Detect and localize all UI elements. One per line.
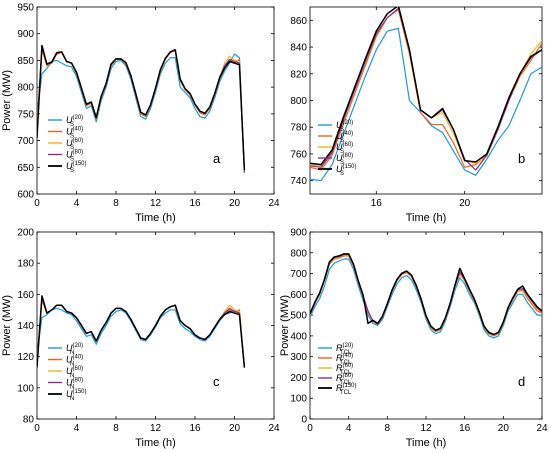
x-tick-label: 0 xyxy=(307,423,313,434)
y-tick-label: 700 xyxy=(290,269,307,280)
x-tick-label: 16 xyxy=(371,198,383,209)
legend-label: R(60) TCL xyxy=(336,363,353,376)
x-tick-label: 24 xyxy=(268,423,280,434)
y-tick-label: 180 xyxy=(17,259,34,270)
x-axis-label: Time (h) xyxy=(135,437,176,449)
legend-label: R(40) TCL xyxy=(336,353,353,366)
series-line-s150 xyxy=(37,44,246,170)
legend-label: R(80) TCL xyxy=(336,373,353,386)
x-tick-label: 4 xyxy=(346,423,352,434)
x-tick-label: 0 xyxy=(34,423,40,434)
panel-letter: a xyxy=(213,151,221,166)
x-tick-label: 20 xyxy=(498,423,510,434)
y-tick-label: 160 xyxy=(17,290,34,301)
series-line-s150 xyxy=(37,295,246,368)
x-tick-label: 8 xyxy=(113,423,119,434)
y-tick-label: 300 xyxy=(290,352,307,363)
x-tick-label: 24 xyxy=(268,198,280,209)
x-tick-label: 0 xyxy=(34,198,40,209)
x-tick-label: 8 xyxy=(113,198,119,209)
legend-label: R(20) TCL xyxy=(336,343,353,356)
y-tick-label: 800 xyxy=(17,83,34,94)
y-tick-label: 740 xyxy=(290,176,307,187)
y-tick-label: 860 xyxy=(290,16,307,27)
y-tick-label: 600 xyxy=(290,290,307,301)
y-tick-label: 850 xyxy=(17,56,34,67)
y-tick-label: 820 xyxy=(290,69,307,80)
y-tick-label: 950 xyxy=(17,3,34,14)
x-axis-label: Time (h) xyxy=(135,212,176,224)
y-tick-label: 120 xyxy=(17,352,34,363)
y-tick-label: 800 xyxy=(290,248,307,259)
y-tick-label: 0 xyxy=(301,415,307,426)
x-tick-label: 12 xyxy=(420,423,432,434)
x-tick-label: 8 xyxy=(385,423,391,434)
x-tick-label: 16 xyxy=(189,423,201,434)
panel-letter: c xyxy=(213,374,220,389)
series-line-s150 xyxy=(310,7,542,166)
y-tick-label: 600 xyxy=(17,190,34,201)
series-line-s150 xyxy=(310,253,542,336)
y-tick-label: 700 xyxy=(17,136,34,147)
x-tick-label: 20 xyxy=(229,423,241,434)
y-tick-label: 140 xyxy=(17,321,34,332)
series-line-s20 xyxy=(37,307,245,365)
y-tick-label: 100 xyxy=(290,394,307,405)
y-axis-label: Power (MW) xyxy=(279,295,291,356)
x-axis-label: Time (h) xyxy=(406,212,447,224)
x-tick-label: 20 xyxy=(229,198,241,209)
y-tick-label: 900 xyxy=(290,228,307,239)
series-line-s60 xyxy=(310,254,542,336)
y-tick-label: 80 xyxy=(23,415,35,426)
x-tick-label: 4 xyxy=(74,198,80,209)
y-axis-label: Power (MW) xyxy=(1,295,13,356)
x-tick-label: 12 xyxy=(150,423,162,434)
x-tick-label: 24 xyxy=(536,423,548,434)
series-line-s40 xyxy=(310,255,542,337)
y-tick-label: 200 xyxy=(290,373,307,384)
y-tick-label: 400 xyxy=(290,331,307,342)
x-tick-label: 12 xyxy=(150,198,162,209)
y-tick-label: 500 xyxy=(290,311,307,322)
y-tick-label: 840 xyxy=(290,43,307,54)
legend-label: U(150) S xyxy=(336,164,357,177)
panel-letter: d xyxy=(518,374,525,389)
y-tick-label: 200 xyxy=(17,228,34,239)
y-tick-label: 780 xyxy=(290,123,307,134)
panel-c: 0 4 8 12 16 20 24 80 100 120 140 160 180 200 Time (h) P… xyxy=(1,228,280,450)
y-axis-label: Power (MW) xyxy=(1,70,13,131)
x-tick-label: 16 xyxy=(459,423,471,434)
x-tick-label: 16 xyxy=(189,198,201,209)
y-tick-label: 650 xyxy=(17,163,34,174)
x-tick-label: 20 xyxy=(459,198,471,209)
series-line-s20 xyxy=(310,258,542,339)
panel-a: 0 4 8 12 16 20 24 600 650 700 750 800 850 900 950 Time … xyxy=(1,3,280,225)
x-axis-label: Time (h) xyxy=(406,437,447,449)
legend-label: U(150) N xyxy=(66,389,87,402)
legend-label: R(150) TCL xyxy=(336,383,357,396)
series-line-s20 xyxy=(37,53,245,170)
legend-label: U(150) S xyxy=(66,161,87,174)
y-tick-label: 100 xyxy=(17,383,34,394)
y-tick-label: 800 xyxy=(290,96,307,107)
y-tick-label: 900 xyxy=(17,29,34,40)
panel-letter: b xyxy=(518,151,525,166)
panel-d: 0 4 8 12 16 20 24 0 100 200 300 400 500 600 700 800 900 T… xyxy=(279,228,548,450)
series-line-s80 xyxy=(310,253,542,336)
x-tick-label: 4 xyxy=(74,423,80,434)
y-tick-label: 750 xyxy=(17,109,34,120)
y-tick-label: 760 xyxy=(290,149,307,160)
